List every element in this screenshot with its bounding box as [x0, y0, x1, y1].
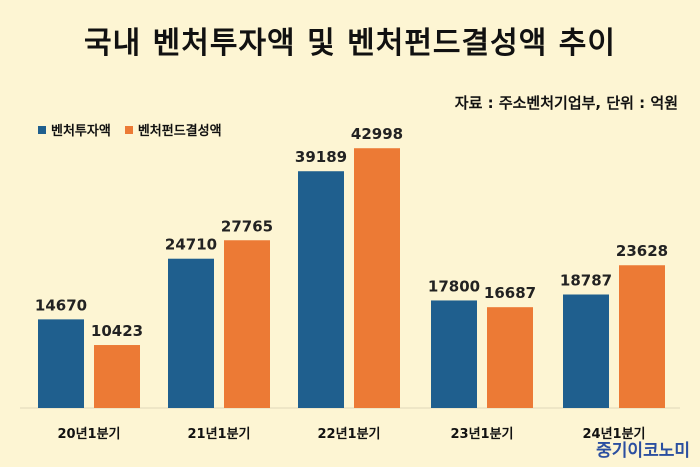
- bar-fund-1: [224, 240, 270, 408]
- legend-swatch-investment: [38, 125, 46, 134]
- bar-fund-4: [619, 265, 665, 408]
- chart-title: 국내 벤처투자액 및 벤처펀드결성액 추이: [84, 26, 616, 61]
- x-tick-label-4: 24년1분기: [582, 427, 645, 442]
- bar-investment-1: [168, 258, 214, 408]
- legend-item-fund: 벤처펀드결성액: [124, 120, 222, 139]
- data-label-investment-0: 14670: [35, 296, 87, 314]
- bar-investment-3: [431, 300, 477, 408]
- data-label-fund-4: 23628: [616, 242, 668, 260]
- legend-label-investment: 벤처투자액: [51, 124, 111, 139]
- data-label-investment-3: 17800: [428, 277, 480, 295]
- legend-swatch-fund: [124, 125, 133, 134]
- bar-fund-3: [487, 307, 533, 408]
- data-label-fund-0: 10423: [91, 322, 143, 340]
- x-tick-label-3: 23년1분기: [450, 427, 513, 442]
- bar-fund-2: [354, 148, 400, 409]
- brand-logo: 중기이코노미: [596, 441, 690, 461]
- data-label-investment-2: 39189: [295, 148, 347, 166]
- legend: 벤처투자액 벤처펀드결성액: [38, 120, 222, 139]
- x-tick-label-1: 21년1분기: [187, 427, 250, 442]
- bar-investment-4: [563, 294, 609, 408]
- legend-item-investment: 벤처투자액: [38, 120, 111, 139]
- legend-label-fund: 벤처펀드결성액: [137, 124, 222, 139]
- source-note: 자료 : 주소벤처기업부, 단위 : 억원: [454, 94, 678, 112]
- data-label-investment-4: 18787: [560, 271, 612, 289]
- bar-investment-2: [298, 171, 344, 408]
- data-label-fund-3: 16687: [484, 284, 536, 302]
- data-label-fund-2: 42998: [351, 125, 403, 143]
- data-label-investment-1: 24710: [165, 236, 217, 254]
- data-label-fund-1: 27765: [221, 217, 273, 235]
- bar-investment-0: [38, 319, 84, 408]
- bar-fund-0: [94, 345, 140, 408]
- x-tick-label-0: 20년1분기: [57, 427, 120, 442]
- x-tick-label-2: 22년1분기: [317, 427, 380, 442]
